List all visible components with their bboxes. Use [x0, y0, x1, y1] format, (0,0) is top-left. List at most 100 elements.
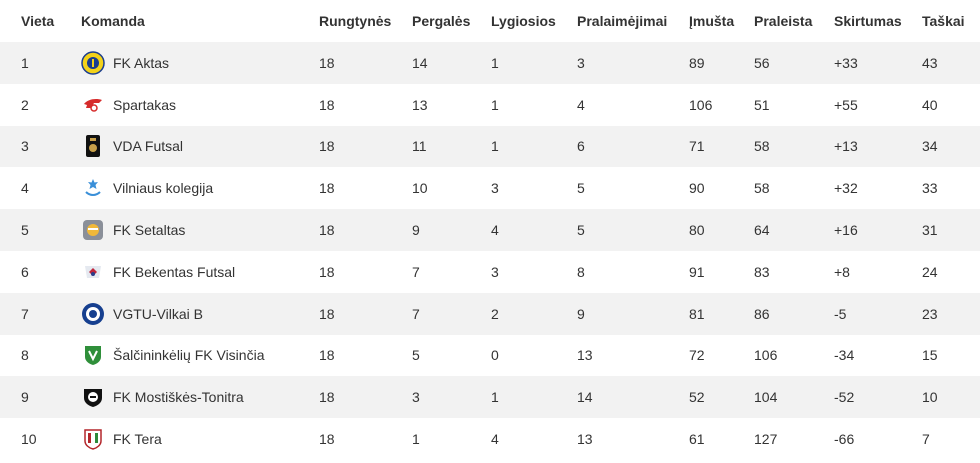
cell-played: 18 — [319, 96, 335, 113]
header-row: Vieta Komanda Rungtynės Pergalės Lygiosi… — [0, 0, 980, 42]
cell-scored: 61 — [689, 431, 705, 448]
cell-conceded: 56 — [754, 54, 770, 71]
cell-draws: 1 — [491, 54, 499, 71]
cell-place: 8 — [21, 347, 29, 364]
cell-points: 40 — [922, 96, 938, 113]
cell-diff: -66 — [834, 431, 855, 448]
cell-losses: 5 — [577, 180, 585, 197]
setaltas-crest-icon — [81, 218, 105, 242]
team-name: FK Aktas — [113, 54, 170, 71]
spartakas-crest-icon — [81, 93, 105, 117]
team-cell: FK Mostiškės-Tonitra — [81, 385, 319, 409]
team-cell: VGTU-Vilkai B — [81, 302, 319, 326]
team-name: Vilniaus kolegija — [113, 180, 214, 197]
cell-losses: 3 — [577, 54, 585, 71]
cell-scored: 90 — [689, 180, 705, 197]
col-header-scored: Įmušta — [689, 13, 735, 29]
team-name: FK Bekentas Futsal — [113, 263, 236, 280]
table-row: 2 Spartakas 18 13 1 4 106 51 +55 40 — [0, 83, 980, 126]
cell-diff: +16 — [834, 222, 858, 239]
cell-wins: 7 — [412, 305, 420, 322]
cell-losses: 13 — [577, 431, 593, 448]
cell-conceded: 51 — [754, 96, 770, 113]
cell-conceded: 106 — [754, 347, 778, 364]
cell-diff: +55 — [834, 96, 858, 113]
team-name: Šalčininkėlių FK Visinčia — [113, 347, 265, 364]
col-header-wins: Pergalės — [412, 13, 471, 29]
table-row: 5 FK Setaltas 18 9 4 5 80 64 +16 31 — [0, 209, 980, 251]
cell-conceded: 86 — [754, 305, 770, 322]
cell-draws: 1 — [491, 96, 499, 113]
table-row: 1 FK Aktas 18 14 1 3 89 56 +33 43 — [0, 42, 980, 84]
cell-place: 5 — [21, 222, 29, 239]
cell-draws: 3 — [491, 180, 499, 197]
cell-diff: +33 — [834, 54, 858, 71]
team-name: FK Mostiškės-Tonitra — [113, 389, 244, 406]
cell-losses: 4 — [577, 96, 585, 113]
vda-crest-icon — [81, 134, 105, 158]
table-row: 10 FK Tera 18 1 4 13 61 127 -66 7 — [0, 418, 980, 460]
cell-diff: -52 — [834, 389, 855, 406]
col-header-points: Taškai — [922, 13, 965, 29]
table-row: 7 VGTU-Vilkai B 18 7 2 9 81 86 -5 23 — [0, 292, 980, 335]
team-cell: FK Bekentas Futsal — [81, 260, 319, 284]
cell-conceded: 83 — [754, 263, 770, 280]
cell-played: 18 — [319, 263, 335, 280]
cell-points: 7 — [922, 431, 930, 448]
cell-place: 9 — [21, 389, 29, 406]
cell-points: 15 — [922, 347, 938, 364]
team-name: FK Setaltas — [113, 222, 186, 239]
table-row: 3 VDA Futsal 18 11 1 6 71 58 +13 34 — [0, 125, 980, 168]
cell-points: 10 — [922, 389, 938, 406]
cell-place: 7 — [21, 305, 29, 322]
cell-draws: 2 — [491, 305, 499, 322]
cell-scored: 91 — [689, 263, 705, 280]
col-header-played: Rungtynės — [319, 13, 392, 29]
visincia-crest-icon — [81, 343, 105, 367]
team-cell: FK Setaltas — [81, 218, 319, 242]
cell-diff: -5 — [834, 305, 847, 322]
cell-points: 31 — [922, 222, 938, 239]
cell-diff: +32 — [834, 180, 858, 197]
cell-draws: 4 — [491, 431, 499, 448]
cell-place: 3 — [21, 138, 29, 155]
cell-wins: 13 — [412, 96, 428, 113]
cell-place: 2 — [21, 96, 29, 113]
cell-played: 18 — [319, 138, 335, 155]
cell-scored: 81 — [689, 305, 705, 322]
cell-losses: 14 — [577, 389, 593, 406]
cell-played: 18 — [319, 389, 335, 406]
cell-points: 24 — [922, 263, 938, 280]
cell-points: 33 — [922, 180, 938, 197]
cell-conceded: 64 — [754, 222, 770, 239]
aktas-crest-icon — [81, 51, 105, 75]
cell-points: 34 — [922, 138, 938, 155]
cell-scored: 71 — [689, 138, 705, 155]
cell-place: 1 — [21, 54, 29, 71]
cell-conceded: 104 — [754, 389, 778, 406]
cell-wins: 14 — [412, 54, 428, 71]
cell-scored: 89 — [689, 54, 705, 71]
mostiskes-crest-icon — [81, 385, 105, 409]
cell-points: 43 — [922, 54, 938, 71]
col-header-place: Vieta — [21, 13, 55, 29]
cell-wins: 1 — [412, 431, 420, 448]
cell-wins: 3 — [412, 389, 420, 406]
cell-played: 18 — [319, 222, 335, 239]
cell-diff: +13 — [834, 138, 858, 155]
cell-played: 18 — [319, 347, 335, 364]
cell-losses: 8 — [577, 263, 585, 280]
team-cell: Spartakas — [81, 93, 319, 117]
team-name: Spartakas — [113, 96, 177, 113]
col-header-draws: Lygiosios — [491, 13, 556, 29]
cell-wins: 7 — [412, 263, 420, 280]
col-header-losses: Pralaimėjimai — [577, 13, 668, 29]
team-cell: FK Tera — [81, 427, 319, 451]
tera-crest-icon — [81, 427, 105, 451]
col-header-team: Komanda — [81, 13, 145, 29]
team-cell: FK Aktas — [81, 51, 319, 75]
team-cell: Šalčininkėlių FK Visinčia — [81, 343, 319, 367]
cell-points: 23 — [922, 305, 938, 322]
cell-played: 18 — [319, 54, 335, 71]
